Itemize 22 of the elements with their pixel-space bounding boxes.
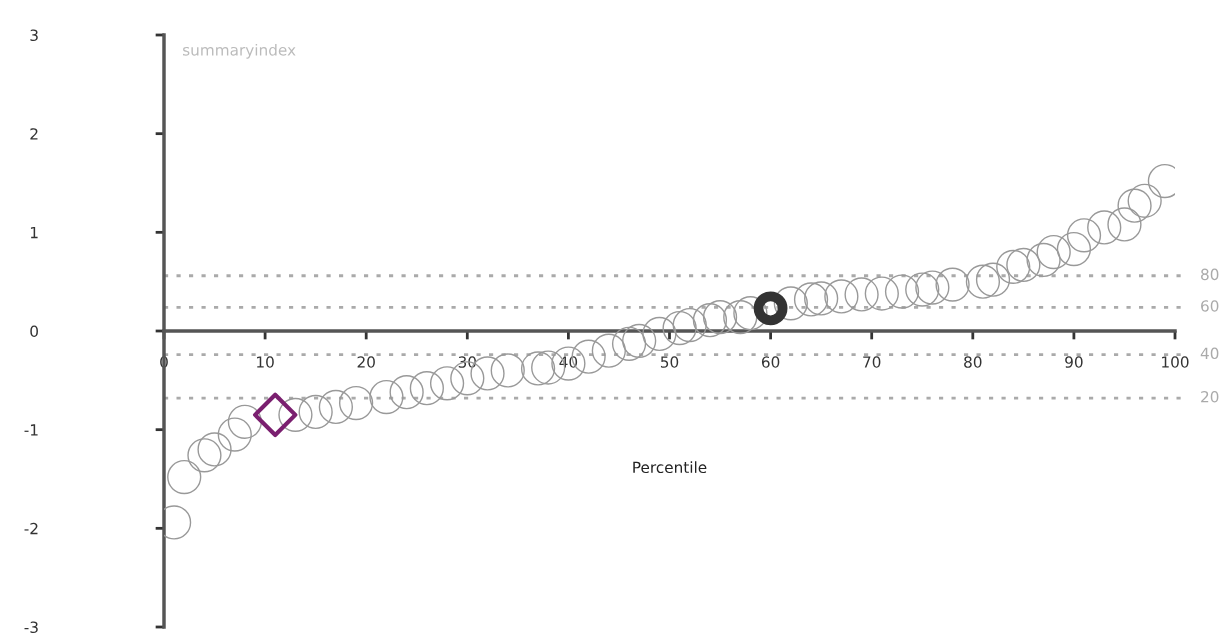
y-tick-label: 1	[30, 227, 38, 239]
text: 20	[1201, 390, 1219, 403]
x-tick-label: 30	[458, 356, 477, 368]
y-tick-label: 2	[30, 128, 38, 140]
x-tick-label: 60	[761, 356, 780, 368]
x-tick-label: 100	[1162, 356, 1189, 368]
x-tick-label: 80	[964, 356, 982, 368]
text: 60	[1201, 300, 1219, 312]
text: summaryindex	[183, 43, 296, 59]
y-tick-label: -3	[24, 621, 38, 634]
text: 40	[1200, 347, 1219, 360]
y-tick-label: -2	[24, 522, 38, 535]
x-tick-label: 70	[863, 356, 881, 368]
x-tick-label: 20	[357, 356, 375, 368]
x-tick-label: 90	[1065, 356, 1083, 368]
x-tick-label: 50	[660, 356, 679, 368]
y-tick-label: -1	[24, 424, 38, 436]
text: 80	[1201, 268, 1219, 281]
x-tick-label: 10	[257, 356, 274, 368]
y-tick-label: 0	[30, 325, 38, 338]
y-tick-label: 3	[30, 29, 38, 42]
x-axis-title: Percentile	[633, 461, 707, 474]
